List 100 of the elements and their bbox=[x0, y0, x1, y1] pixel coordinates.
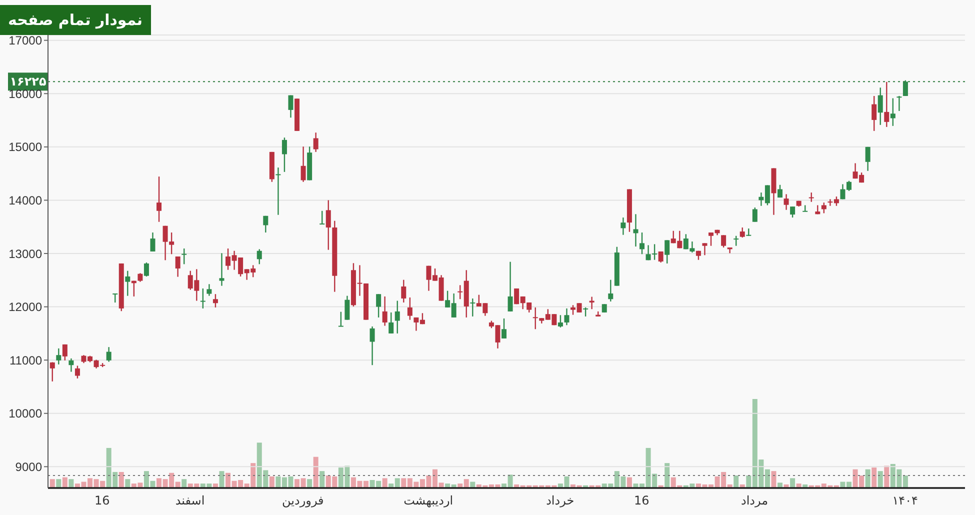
bar bbox=[865, 469, 870, 488]
candlestick bbox=[388, 312, 394, 334]
candlestick bbox=[721, 234, 726, 248]
candlestick bbox=[878, 87, 883, 126]
y-tick-label: 16000 bbox=[8, 86, 42, 101]
candlestick bbox=[752, 206, 758, 222]
x-tick-label: خرداد bbox=[546, 494, 574, 508]
candlestick bbox=[470, 298, 476, 318]
x-tick-label: اردیبهشت bbox=[404, 494, 454, 508]
x-tick-label: اسفند bbox=[175, 494, 205, 508]
bar bbox=[884, 466, 890, 488]
candlestick bbox=[56, 348, 62, 366]
y-tick-label: 12000 bbox=[8, 300, 42, 314]
y-tick-label: 13000 bbox=[8, 246, 42, 261]
candlestick bbox=[532, 306, 538, 330]
candlestick bbox=[508, 261, 513, 312]
y-tick-label: 9000 bbox=[15, 460, 42, 474]
bar bbox=[872, 468, 877, 488]
x-tick-label: ۱۴۰۴ bbox=[892, 494, 918, 508]
bar bbox=[182, 479, 187, 488]
bar bbox=[212, 484, 218, 488]
candlestick bbox=[608, 279, 614, 302]
bar bbox=[219, 471, 224, 488]
candlestick bbox=[401, 279, 406, 304]
candlestick bbox=[808, 192, 814, 202]
ref-line-label: ۱۶۲۲۵ bbox=[10, 74, 46, 89]
bar bbox=[68, 479, 74, 488]
candlestick bbox=[50, 362, 55, 382]
bar bbox=[307, 479, 312, 488]
bar bbox=[790, 478, 796, 488]
candlestick bbox=[583, 306, 588, 318]
bar bbox=[734, 476, 739, 488]
candlestick bbox=[320, 210, 325, 224]
candlestick bbox=[890, 98, 896, 127]
candlestick bbox=[263, 215, 268, 234]
x-tick-label: مرداد bbox=[741, 494, 768, 508]
candlestick bbox=[62, 344, 68, 362]
candlestick bbox=[702, 242, 708, 256]
y-tick-label: 14000 bbox=[8, 193, 42, 208]
bar bbox=[778, 482, 783, 488]
candlestick bbox=[790, 206, 796, 218]
candlestick bbox=[313, 132, 318, 153]
candlestick bbox=[125, 270, 130, 296]
candlestick bbox=[370, 326, 375, 366]
bar bbox=[56, 479, 62, 488]
candlestick bbox=[821, 202, 826, 214]
candlestick bbox=[564, 308, 570, 326]
candlestick bbox=[200, 288, 206, 310]
candlestick bbox=[74, 365, 80, 380]
candlestick bbox=[276, 166, 281, 216]
candlestick bbox=[902, 80, 908, 97]
candlestick bbox=[212, 294, 218, 308]
candlestick bbox=[175, 256, 180, 278]
bar bbox=[269, 476, 274, 488]
candlestick bbox=[219, 252, 224, 286]
candlestick bbox=[112, 292, 118, 304]
candlestick bbox=[734, 235, 739, 246]
candlestick bbox=[558, 314, 563, 328]
candlestick bbox=[300, 146, 306, 182]
candlestick bbox=[884, 81, 890, 128]
bar bbox=[382, 478, 388, 488]
y-tick-label: 17000 bbox=[8, 34, 42, 48]
candlestick bbox=[68, 358, 74, 372]
candlestick bbox=[865, 146, 870, 172]
candlestick bbox=[633, 214, 638, 248]
candlestick bbox=[282, 136, 287, 173]
candlestick bbox=[256, 248, 262, 265]
candlestick bbox=[784, 194, 789, 210]
bar bbox=[796, 484, 802, 488]
bar bbox=[62, 477, 68, 488]
text: نمودار تمام صفحه bbox=[0, 5, 151, 35]
candlestick bbox=[640, 232, 645, 255]
candlestick bbox=[156, 176, 162, 222]
candlestick bbox=[872, 95, 877, 132]
y-tick-label: 10000 bbox=[8, 406, 42, 421]
candlestick bbox=[778, 184, 783, 198]
bar bbox=[50, 479, 55, 488]
candlestick bbox=[106, 346, 112, 362]
x-tick-label: فروردین bbox=[282, 494, 324, 508]
candlestick bbox=[502, 318, 507, 340]
candlestick bbox=[182, 248, 187, 265]
candlestick bbox=[394, 300, 400, 334]
candlestick bbox=[664, 240, 670, 264]
bar bbox=[664, 463, 670, 488]
bar bbox=[125, 479, 130, 488]
bar bbox=[626, 477, 632, 488]
bar bbox=[878, 471, 883, 488]
y-tick-label: 11000 bbox=[10, 353, 42, 368]
candlestick bbox=[326, 200, 331, 250]
candlestick bbox=[620, 216, 626, 236]
x-tick-label: 16 bbox=[94, 494, 110, 508]
candlestick bbox=[150, 232, 156, 252]
candlestick bbox=[144, 262, 149, 278]
candlestick bbox=[288, 94, 294, 118]
bar bbox=[771, 471, 776, 488]
x-tick-label: 16 bbox=[634, 494, 650, 508]
y-tick-label: 15000 bbox=[8, 140, 42, 154]
candlestick bbox=[206, 284, 212, 296]
candlestick bbox=[896, 95, 902, 112]
candlestick bbox=[382, 296, 388, 326]
